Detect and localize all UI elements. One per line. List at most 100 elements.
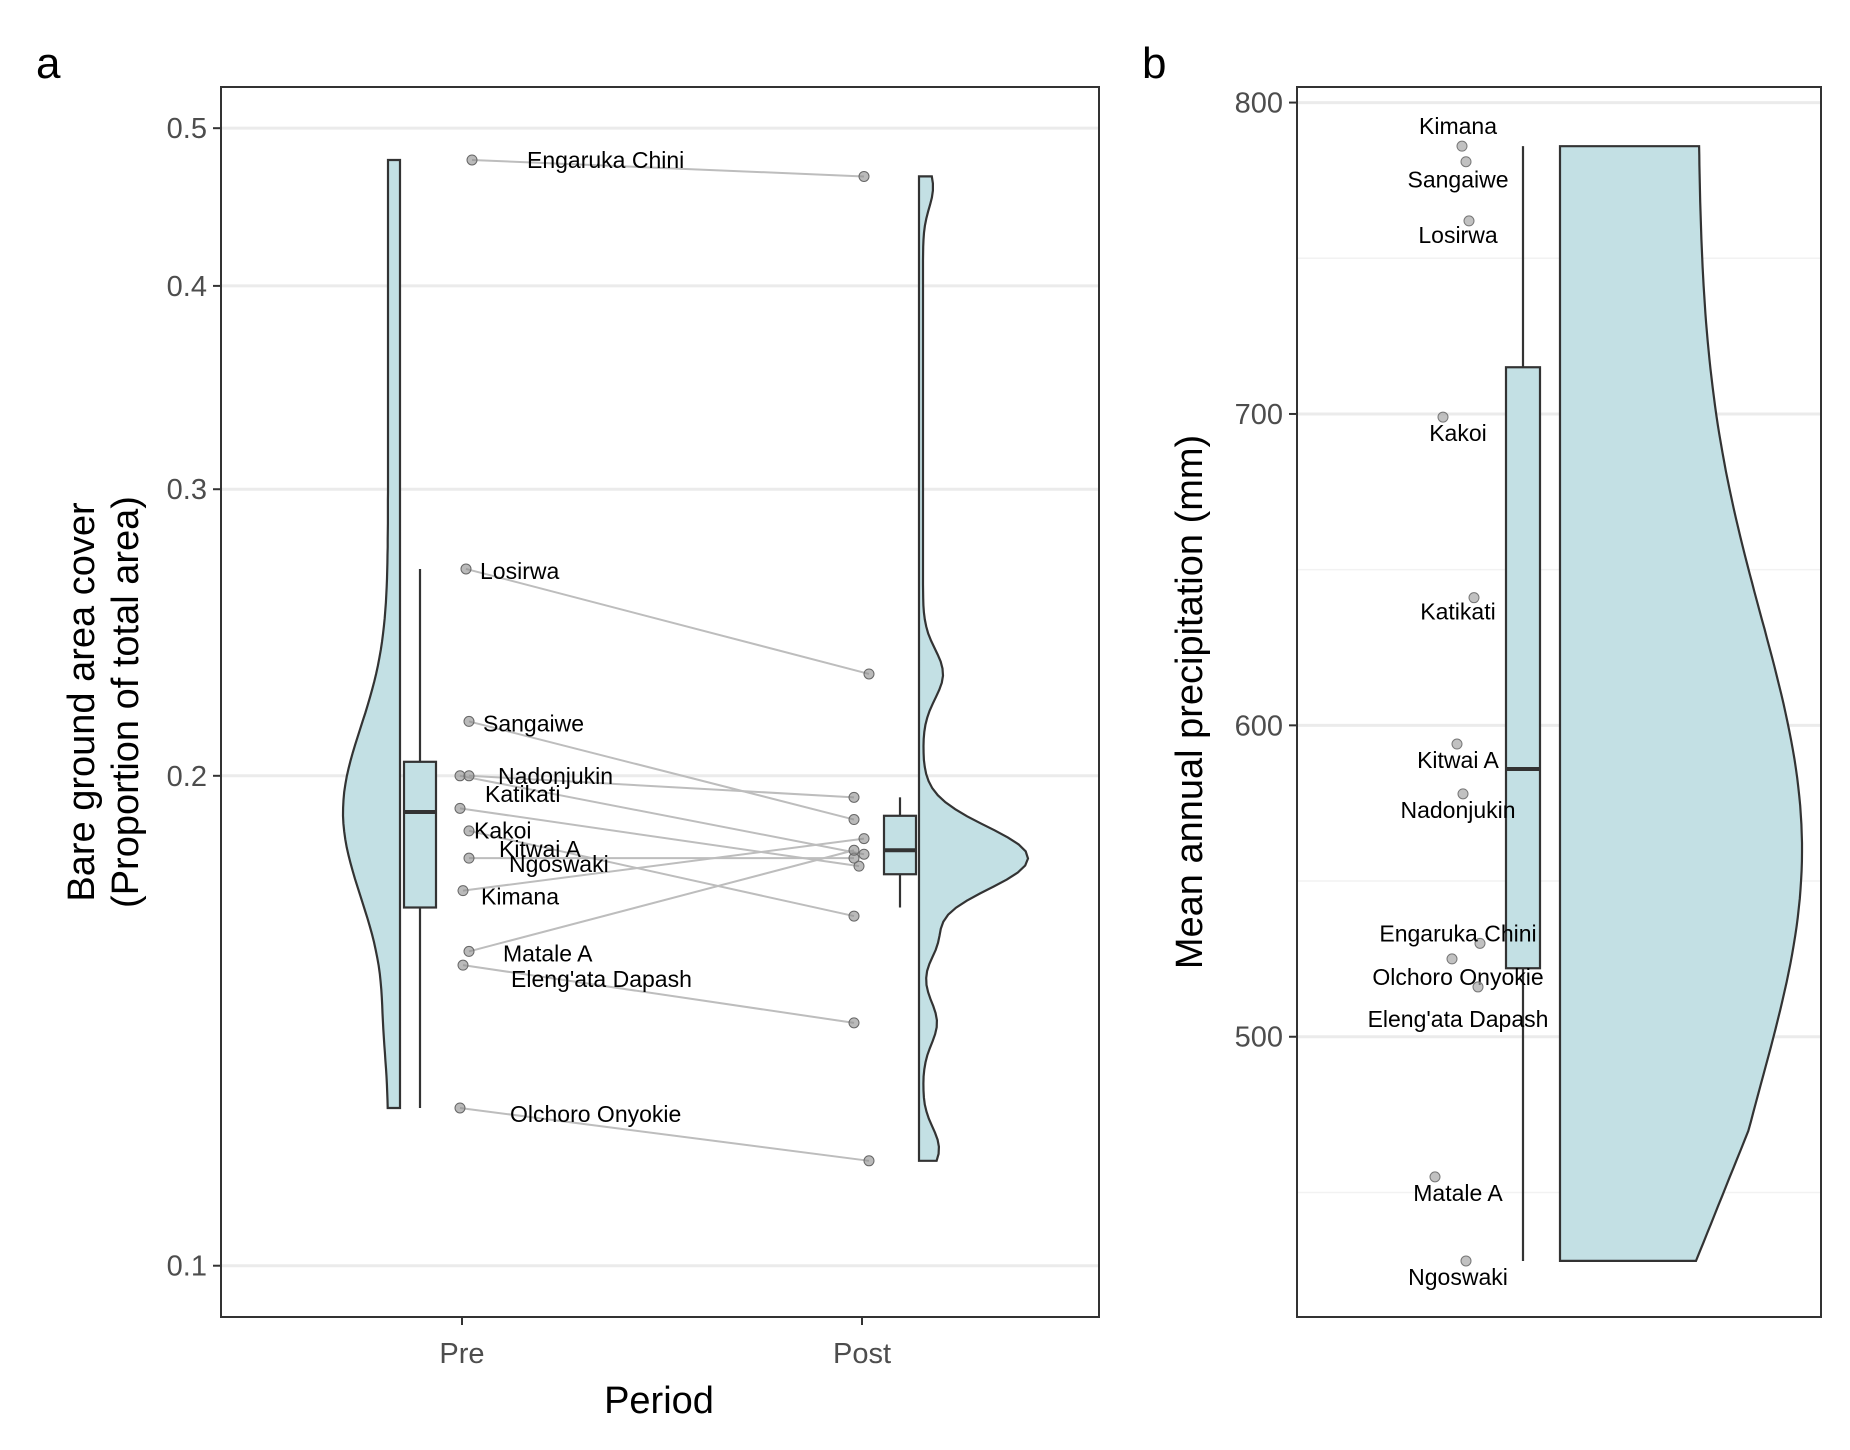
panel-b: Kimana Sangaiwe Losirwa Kakoi Katikati Kitwai… — [1169, 86, 1822, 1318]
precip-point-olchoro-onyokie — [1446, 953, 1458, 965]
panel-a-y-axis-title-line1: Bare ground area cover — [61, 502, 103, 902]
precip-label-kitwai-a: Kitwai A — [1417, 747, 1499, 773]
precip-label-ngoswaki: Ngoswaki — [1408, 1264, 1508, 1290]
site-label-matale-a: Matale A — [503, 940, 593, 966]
precip-label-eleng-ata-dapash: Eleng'ata Dapash — [1368, 1006, 1549, 1032]
panel-a-x-axis-title: Period — [604, 1380, 714, 1422]
site-label-losirwa: Losirwa — [480, 558, 559, 584]
precip-label-olchoro-onyokie: Olchoro Onyokie — [1372, 964, 1543, 990]
precip-point-nadonjukin — [1457, 788, 1469, 800]
post-point-losirwa — [863, 668, 875, 680]
site-label-olchoro-onyokie: Olchoro Onyokie — [510, 1101, 681, 1127]
precip-point-engaruka-chini — [1474, 937, 1486, 949]
precip-point-eleng-ata-dapash — [1472, 981, 1484, 993]
panel-b-y-axis: 500 600 700 800 — [1235, 88, 1297, 1054]
paired-line-kimana — [462, 837, 865, 892]
precip-label-nadonjukin: Nadonjukin — [1400, 797, 1515, 823]
precip-label-losirwa: Losirwa — [1418, 222, 1497, 248]
y-tick-label-700: 700 — [1235, 399, 1283, 431]
post-point-olchoro-onyokie — [863, 1155, 875, 1167]
pre-point-kimana — [457, 885, 469, 897]
precip-point-sangaiwe — [1460, 156, 1472, 168]
site-label-nadonjukin: Nadonjukin — [498, 763, 613, 789]
pre-point-kitwai-a — [463, 825, 475, 837]
panel-b-border — [1296, 86, 1822, 1318]
site-label-sangaiwe: Sangaiwe — [483, 710, 584, 736]
precip-point-losirwa — [1463, 215, 1475, 227]
paired-line-engaruka-chini — [471, 158, 865, 178]
panel-a-x-axis: Pre Post — [439, 1317, 891, 1370]
panel-a-border — [220, 86, 1100, 1318]
pre-box — [402, 760, 438, 909]
site-label-ngoswaki: Ngoswaki — [509, 851, 609, 877]
y-tick-label-800: 800 — [1235, 88, 1283, 120]
precip-label-kimana: Kimana — [1419, 113, 1497, 139]
pre-point-eleng-ata-dapash — [457, 959, 469, 971]
precip-label-engaruka-chini: Engaruka Chini — [1379, 920, 1536, 946]
precip-label-matale-a: Matale A — [1413, 1180, 1503, 1206]
post-point-eleng-ata-dapash — [848, 1017, 860, 1029]
panel-b-plot-area: Kimana Sangaiwe Losirwa Kakoi Katikati Kitwai… — [1368, 113, 1804, 1290]
paired-line-losirwa — [465, 567, 870, 675]
y-tick-label-0.2: 0.2 — [167, 761, 207, 793]
precip-label-katikati: Katikati — [1420, 599, 1495, 625]
site-label-kakoi: Kakoi — [474, 817, 532, 843]
post-point-matale-a — [848, 844, 860, 856]
site-label-eleng-ata-dapash: Eleng'ata Dapash — [511, 966, 692, 992]
pre-point-katikati — [463, 770, 475, 782]
precip-label-sangaiwe: Sangaiwe — [1407, 167, 1508, 193]
site-label-engaruka-chini: Engaruka Chini — [527, 147, 684, 173]
post-point-kitwai-a — [848, 910, 860, 922]
site-label-katikati: Katikati — [485, 781, 560, 807]
post-point-katikati — [848, 791, 860, 803]
precip-violin — [1558, 145, 1804, 1262]
post-point-engaruka-chini — [858, 170, 870, 182]
pre-point-losirwa — [460, 563, 472, 575]
precip-point-ngoswaki — [1460, 1255, 1472, 1267]
y-tick-label-0.4: 0.4 — [167, 271, 207, 303]
post-point-kimana — [858, 833, 870, 845]
post-point-kakoi — [853, 860, 865, 872]
post-box — [882, 814, 918, 876]
pre-point-kakoi — [454, 802, 466, 814]
panel-label-b: b — [1142, 39, 1166, 88]
pre-violin — [341, 158, 402, 1110]
pre-point-engaruka-chini — [466, 154, 478, 166]
y-tick-label-500: 500 — [1235, 1022, 1283, 1054]
site-label-kitwai-a: Kitwai A — [499, 836, 581, 862]
post-violin — [917, 175, 1030, 1162]
precip-point-katikati — [1468, 592, 1480, 604]
y-tick-label-0.1: 0.1 — [167, 1251, 207, 1283]
panel-a-plot-area: Engaruka ChiniLosirwaSangaiweNadonjukinK… — [341, 147, 1030, 1167]
precip-point-kitwai-a — [1451, 738, 1463, 750]
precip-label-kakoi: Kakoi — [1429, 420, 1487, 446]
y-tick-label-0.5: 0.5 — [167, 113, 207, 145]
paired-line-kakoi — [459, 807, 860, 868]
panel-label-a: a — [36, 39, 61, 88]
paired-line-matale-a — [468, 849, 855, 953]
pre-point-ngoswaki — [463, 852, 475, 864]
paired-line-katikati — [468, 774, 855, 799]
x-tick-label-pre: Pre — [439, 1338, 484, 1370]
panel-a-y-axis: 0.1 0.2 0.3 0.4 0.5 — [167, 113, 221, 1283]
y-tick-label-0.3: 0.3 — [167, 474, 207, 506]
panel-a-gridlines — [221, 126, 1099, 1268]
site-label-kimana: Kimana — [481, 884, 559, 910]
pre-point-matale-a — [463, 945, 475, 957]
x-tick-label-post: Post — [833, 1338, 891, 1370]
post-point-nadonjukin — [858, 848, 870, 860]
paired-line-eleng-ata-dapash — [462, 964, 855, 1024]
paired-line-kitwai-a — [468, 829, 855, 918]
precip-point-kakoi — [1437, 411, 1449, 423]
panel-a-y-axis-title-line2: (Proportion of total area) — [105, 496, 147, 908]
paired-line-nadonjukin — [459, 774, 865, 856]
post-point-sangaiwe — [848, 814, 860, 826]
paired-line-sangaiwe — [468, 720, 855, 821]
pre-point-olchoro-onyokie — [454, 1102, 466, 1114]
paired-line-olchoro-onyokie — [459, 1107, 870, 1162]
panel-a: Engaruka ChiniLosirwaSangaiweNadonjukinK… — [61, 86, 1100, 1422]
y-tick-label-600: 600 — [1235, 710, 1283, 742]
precip-point-kimana — [1456, 140, 1468, 152]
precip-box — [1504, 366, 1542, 970]
